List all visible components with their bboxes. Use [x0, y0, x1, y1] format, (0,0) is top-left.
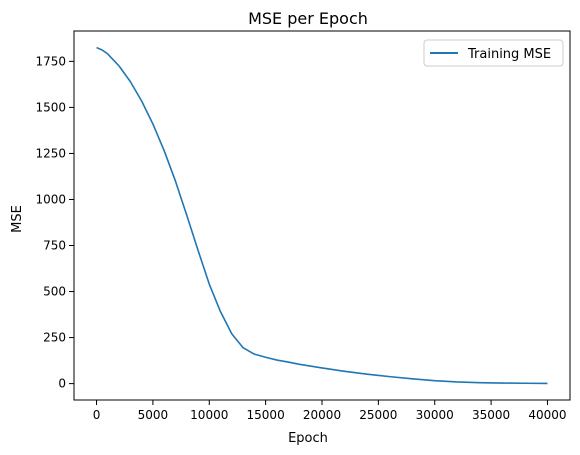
x-tick-label: 5000 — [138, 408, 169, 422]
legend-label: Training MSE — [467, 47, 551, 62]
legend-box — [423, 39, 564, 67]
x-tick-label: 25000 — [359, 408, 397, 422]
y-axis-label: MSE — [10, 205, 25, 233]
y-tick-label: 0 — [58, 377, 66, 391]
y-tick-label: 750 — [43, 239, 66, 253]
x-tick-label: 0 — [93, 408, 101, 422]
y-tick-label: 1500 — [35, 100, 66, 114]
series-layer — [96, 46, 548, 385]
x-tick-label: 10000 — [190, 408, 228, 422]
legend: Training MSE — [423, 39, 564, 67]
x-tick-label: 35000 — [472, 408, 510, 422]
x-axis-ticks: 0 5000 10000 15000 20000 25000 30000 35000 40000 — [93, 400, 567, 422]
y-tick-label: 250 — [43, 331, 66, 345]
series-line-training-mse — [96, 46, 548, 385]
y-tick-label: 1000 — [35, 192, 66, 206]
chart-title: MSE per Epoch — [248, 9, 368, 28]
y-tick-label: 1250 — [35, 146, 66, 160]
y-tick-label: 500 — [43, 285, 66, 299]
x-tick-label: 15000 — [247, 408, 285, 422]
x-axis-label: Epoch — [288, 431, 328, 446]
x-tick-label: 40000 — [528, 408, 566, 422]
x-tick-label: 30000 — [416, 408, 454, 422]
plot-area-frame — [73, 30, 571, 401]
y-axis-ticks: 0 250 500 750 1000 1250 1500 1750 — [35, 54, 74, 391]
y-tick-label: 1750 — [35, 54, 66, 68]
x-tick-label: 20000 — [303, 408, 341, 422]
